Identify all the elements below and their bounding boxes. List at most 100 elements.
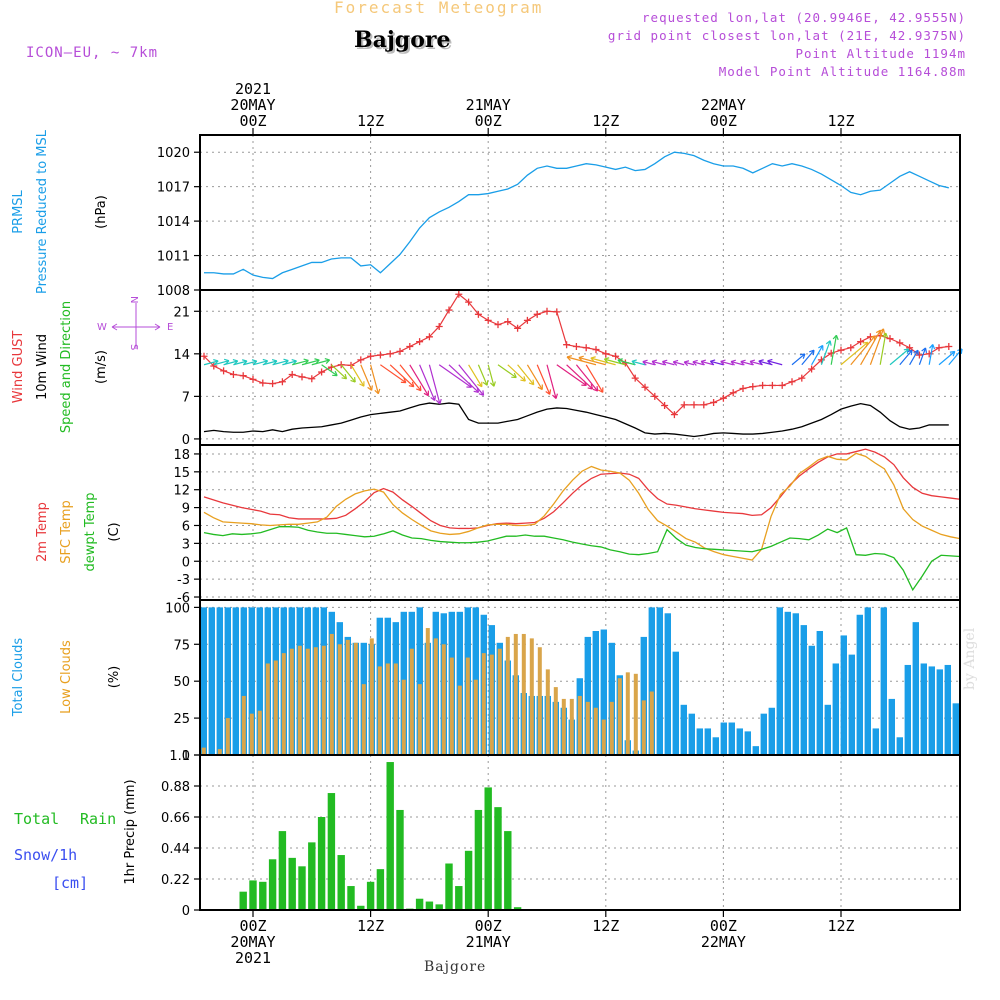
time-label-bottom: 12Z (592, 917, 619, 935)
pressure-axis-label: Pressure Reduced to MSL (35, 129, 50, 294)
product-title: Forecast Meteogram (334, 0, 544, 17)
wind-arrow-head (921, 347, 928, 353)
gust-marker (592, 346, 600, 354)
wind-arrow (700, 360, 714, 366)
cloud-bar-total (896, 737, 903, 755)
y-tick-label: 75 (173, 638, 190, 653)
wind-arrow (662, 360, 675, 366)
wind-arrow (791, 353, 806, 366)
wind-arrow (321, 364, 338, 377)
cloud-bar-total (952, 703, 959, 755)
wind-arrow-head (324, 358, 331, 365)
wind-arrow-head (528, 379, 535, 386)
precip-bar (347, 886, 355, 910)
cloud-bar-total (240, 607, 247, 755)
cloud-bar-total (792, 613, 799, 755)
model-name: ICON—EU, ~ 7km (26, 45, 159, 61)
cloud-bar-low (641, 700, 646, 755)
point-altitude: Point Altitude 1194m (795, 46, 966, 61)
precip-bar (298, 866, 306, 910)
y-tick-label: 14 (173, 348, 190, 363)
precip-bar (464, 850, 473, 910)
cloud-bar-total (416, 607, 423, 755)
time-label-top: 00Z (710, 112, 737, 130)
gust-marker (729, 389, 737, 397)
y-tick-label: 15 (173, 466, 190, 481)
wind-arrow (477, 364, 488, 386)
cloud-bar-low (369, 638, 374, 755)
cloud-bar-total (760, 713, 767, 755)
cloud-bar-total (856, 614, 863, 755)
wind-arrow (252, 360, 268, 366)
wind-arrow-head (882, 332, 889, 338)
precip-bar (249, 880, 257, 910)
panel-frame (199, 289, 961, 446)
wind-arrow-head (367, 385, 373, 391)
cloud-bar-low (297, 645, 302, 755)
gust-marker (514, 324, 522, 332)
cloud-bar-low (537, 647, 542, 755)
gust-marker (406, 343, 414, 351)
gust-marker (857, 338, 865, 346)
precip-bar (278, 831, 287, 910)
wind-arrow (292, 359, 309, 366)
y-tick-label: 12 (173, 484, 190, 499)
cloud-bar-low (633, 673, 638, 755)
gust-marker (612, 352, 620, 360)
wind-arrow-head (430, 395, 437, 401)
precip-bar (445, 863, 453, 910)
wind-arrow (497, 364, 517, 379)
cloud-bar-low (361, 684, 366, 755)
time-label-top: 22MAY (701, 96, 746, 114)
cloud-bar-total (672, 651, 679, 755)
wind-arrow-head (332, 370, 338, 377)
temp-axis-label: (C) (107, 522, 122, 541)
cloud-bar-total (648, 607, 655, 755)
wind-arrow (860, 329, 882, 366)
series-line-sfc-temp (203, 452, 961, 561)
wind-arrow-head (423, 390, 429, 397)
precip-bar (435, 904, 443, 910)
cloud-bar-total (216, 607, 223, 755)
cloud-bar-low (265, 663, 270, 755)
gust-marker (572, 343, 580, 351)
cloud-bar-total (600, 629, 607, 755)
cloud-bar-low (649, 691, 654, 755)
wind-arrow (590, 357, 616, 366)
wind-arrow (830, 335, 838, 365)
watermark: by Angel (962, 627, 978, 690)
cloud-bar-total (888, 698, 895, 755)
wind-arrow (399, 364, 422, 392)
gust-marker (269, 380, 277, 388)
wind-arrow (566, 364, 593, 390)
cloud-bar-total (584, 636, 591, 755)
gust-marker (298, 373, 306, 381)
wind-arrow (889, 348, 910, 366)
y-tick-label: 0 (182, 555, 190, 570)
requested-coords: requested lon,lat (20.9946E, 42.9555N) (642, 10, 966, 25)
cloud-bar-total (816, 631, 823, 755)
time-label-bottom: 12Z (827, 917, 854, 935)
cloud-bar-low (289, 648, 294, 755)
wind-arrow (233, 360, 248, 366)
cloud-bar-total (776, 607, 783, 755)
cloud-bar-low (273, 660, 278, 755)
cloud-bar-low (225, 718, 230, 755)
time-label-bottom: 21MAY (466, 933, 511, 951)
y-tick-label: 0 (182, 433, 190, 448)
wind-arrow-head (477, 381, 483, 388)
gust-marker (465, 298, 473, 306)
temp-axis-label: 2m Temp (35, 502, 50, 562)
gust-marker (239, 372, 247, 380)
y-tick-label: 0 (182, 904, 190, 919)
cloud-axis-label: Total Clouds (11, 638, 26, 718)
cloud-bar-total (248, 607, 255, 755)
gust-marker (416, 338, 424, 346)
compass-east: E (167, 322, 173, 333)
wind-arrow (448, 364, 479, 393)
compass-south: S (128, 344, 139, 350)
cloud-bar-low (593, 707, 598, 755)
precip-bar (376, 869, 385, 910)
y-tick-label: 7 (182, 390, 190, 405)
gust-marker (494, 321, 502, 329)
